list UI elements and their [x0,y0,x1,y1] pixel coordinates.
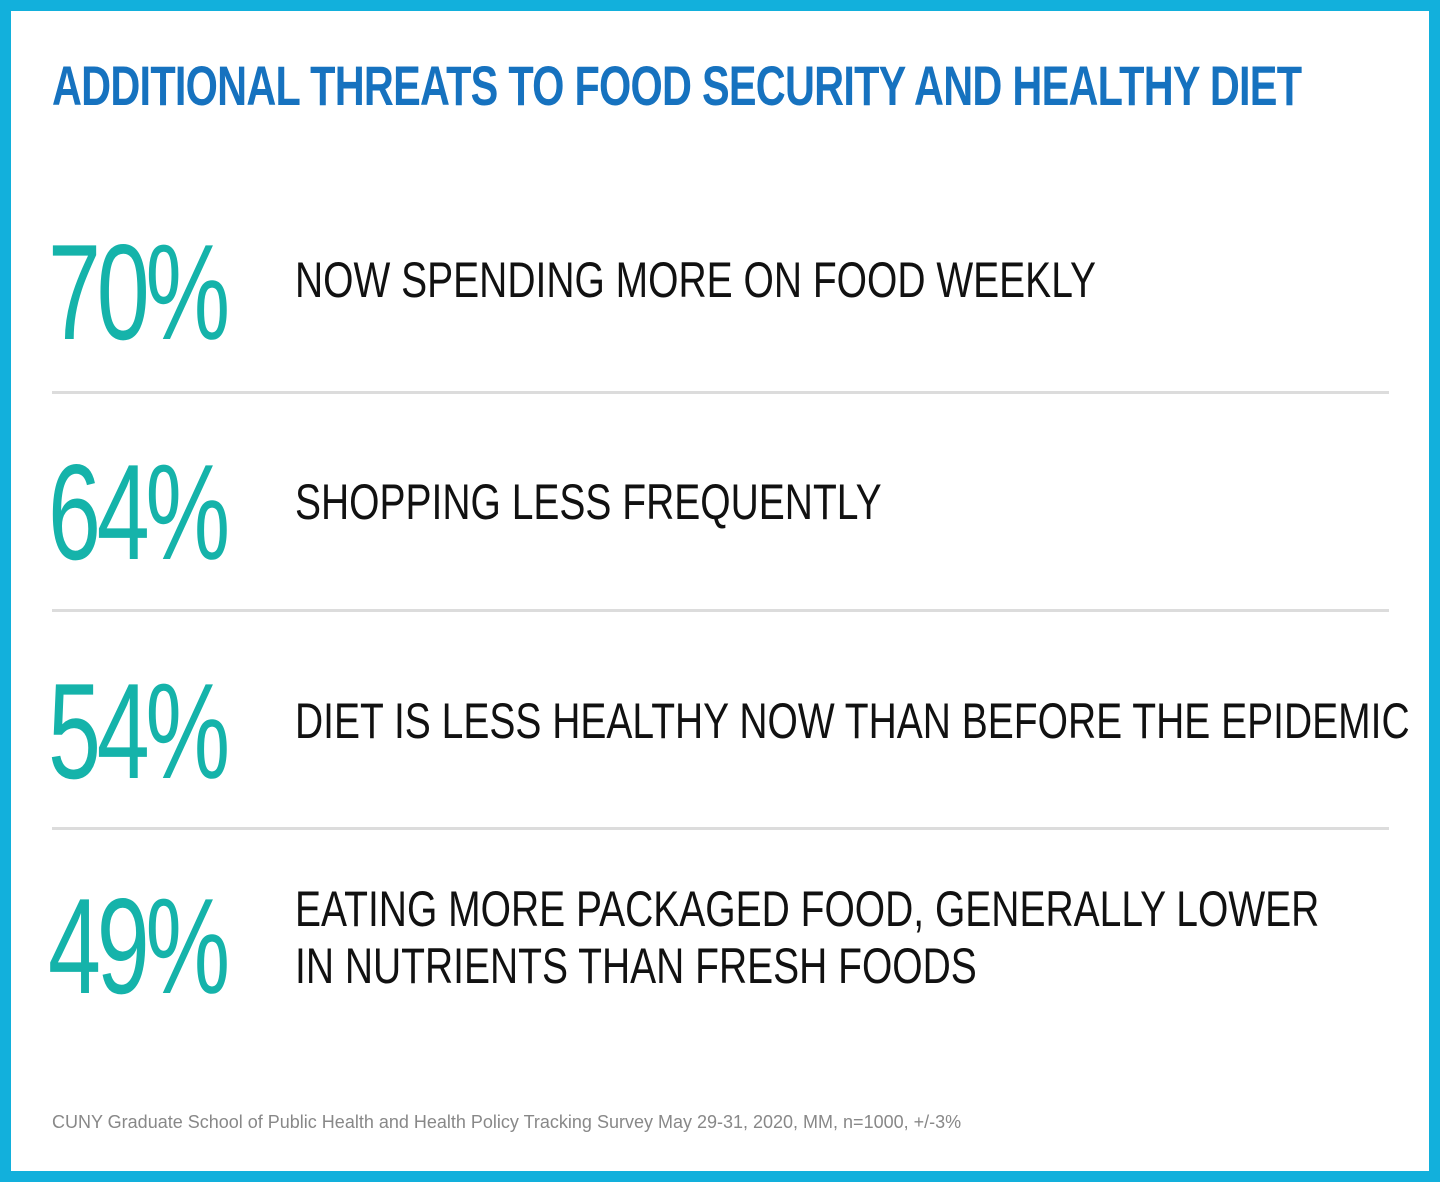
stat-percent: 70% [48,216,230,368]
source-note: CUNY Graduate School of Public Health an… [52,1112,962,1132]
stat-percent: 49% [48,870,230,1022]
stat-percent: 64% [48,436,230,588]
stat-description-line-1: EATING MORE PACKAGED FOOD, GENERALLY LOW… [295,881,1320,937]
row-divider [52,827,1389,830]
stat-description: NOW SPENDING MORE ON FOOD WEEKLY [295,252,1097,308]
stat-description-line-2: IN NUTRIENTS THAN FRESH FOODS [295,938,977,994]
row-divider [52,609,1389,612]
row-divider [52,391,1389,394]
infographic-title: ADDITIONAL THREATS TO FOOD SECURITY AND … [52,54,1302,117]
stat-percent: 54% [48,655,230,807]
stat-description: SHOPPING LESS FREQUENTLY [295,474,882,530]
stat-description: DIET IS LESS HEALTHY NOW THAN BEFORE THE… [295,693,1410,749]
